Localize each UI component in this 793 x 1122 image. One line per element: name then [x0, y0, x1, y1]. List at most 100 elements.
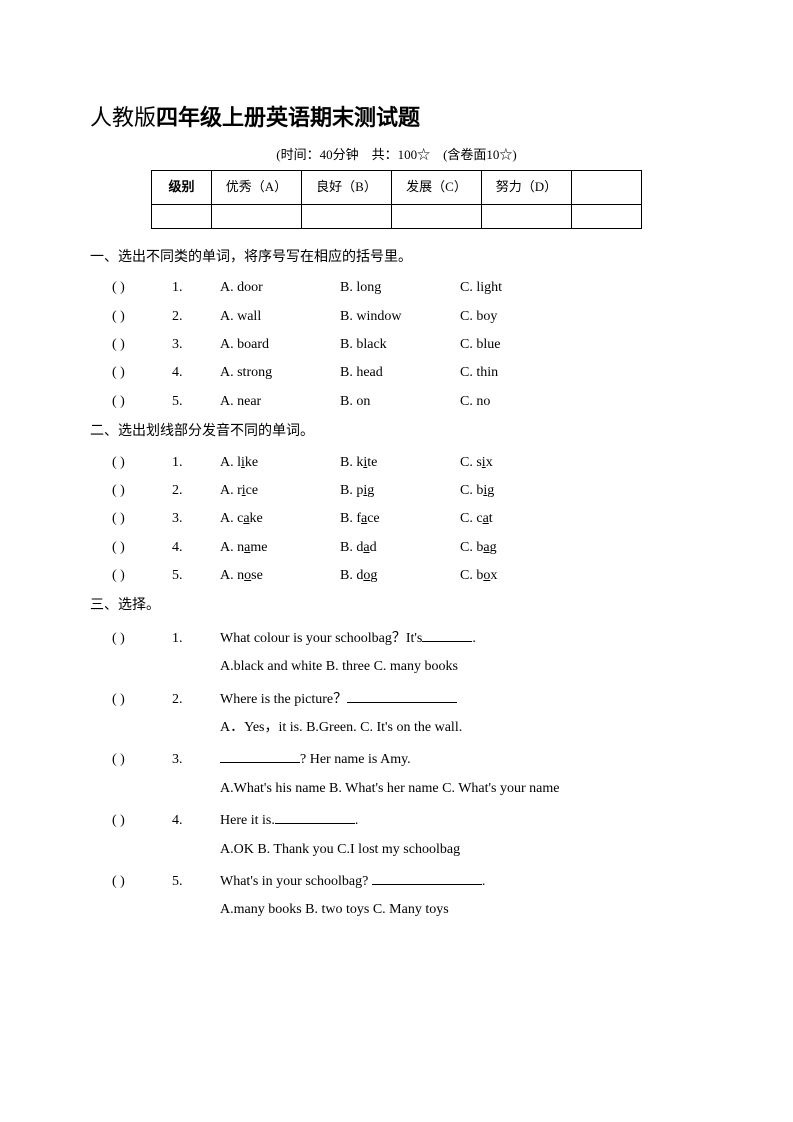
grade-table: 级别 优秀（A） 良好（B） 发展（C） 努力（D） [151, 170, 642, 229]
option-b: B. face [340, 508, 460, 530]
question-text: Where is the picture？ [220, 689, 457, 711]
fill-blank[interactable] [275, 810, 355, 824]
option-a: A. like [220, 452, 340, 474]
answer-paren[interactable]: ( ) [112, 537, 172, 559]
question-number: 4. [172, 537, 220, 559]
option-c: C. thin [460, 362, 580, 384]
option-c: C. no [460, 391, 580, 413]
answer-paren[interactable]: ( ) [112, 452, 172, 474]
grade-empty-cell [302, 204, 392, 228]
question-number: 3. [172, 749, 220, 771]
answer-paren[interactable]: ( ) [112, 565, 172, 587]
title-prefix: 人教版 [90, 105, 156, 130]
answer-paren[interactable]: ( ) [112, 628, 172, 650]
section-heading: 一、选出不同类的单词，将序号写在相应的括号里。 [90, 247, 703, 269]
option-c: C. big [460, 480, 580, 502]
question-number: 3. [172, 334, 220, 356]
options-line: A.What's his name B. What's her name C. … [220, 778, 703, 800]
question-row: ( )5.A. nearB. onC. no [112, 391, 703, 413]
option-b: B. kite [340, 452, 460, 474]
grade-empty-cell [572, 204, 642, 228]
mcq-item: ( )3.? Her name is Amy.A.What's his name… [112, 749, 703, 800]
question-number: 5. [172, 871, 220, 893]
option-b: B. on [340, 391, 460, 413]
answer-paren[interactable]: ( ) [112, 362, 172, 384]
mcq-item: ( )1.What colour is your schoolbag？It's.… [112, 628, 703, 679]
option-c: C. boy [460, 306, 580, 328]
answer-paren[interactable]: ( ) [112, 334, 172, 356]
question-number: 1. [172, 452, 220, 474]
answer-paren[interactable]: ( ) [112, 689, 172, 711]
option-c: C. light [460, 277, 580, 299]
answer-paren[interactable]: ( ) [112, 306, 172, 328]
option-a: A. rice [220, 480, 340, 502]
question-row: ( )3.A. boardB. blackC. blue [112, 334, 703, 356]
option-a: A. board [220, 334, 340, 356]
answer-paren[interactable]: ( ) [112, 871, 172, 893]
fill-blank[interactable] [220, 749, 300, 763]
answer-paren[interactable]: ( ) [112, 391, 172, 413]
option-b: B. long [340, 277, 460, 299]
grade-empty-cell [152, 204, 212, 228]
question-number: 1. [172, 628, 220, 650]
option-b: B. pig [340, 480, 460, 502]
question-row: ( )4.A. nameB. dadC. bag [112, 537, 703, 559]
option-b: B. dad [340, 537, 460, 559]
question-row: ( )1.A. doorB. longC. light [112, 277, 703, 299]
grade-header-cell: 发展（C） [392, 170, 482, 204]
option-a: A. wall [220, 306, 340, 328]
option-c: C. six [460, 452, 580, 474]
option-b: B. black [340, 334, 460, 356]
question-number: 4. [172, 810, 220, 832]
page-title: 人教版四年级上册英语期末测试题 [90, 100, 703, 135]
mcq-item: ( )5.What's in your schoolbag? . A.many b… [112, 871, 703, 922]
grade-empty-cell [392, 204, 482, 228]
grade-header-cell: 努力（D） [482, 170, 572, 204]
options-line: A.OK B. Thank you C.I lost my schoolbag [220, 839, 703, 861]
grade-header-cell: 级别 [152, 170, 212, 204]
grade-empty-cell [482, 204, 572, 228]
question-number: 2. [172, 480, 220, 502]
option-c: C. bag [460, 537, 580, 559]
question-row: ( )3.A. cakeB. faceC. cat [112, 508, 703, 530]
answer-paren[interactable]: ( ) [112, 508, 172, 530]
mcq-item: ( )2.Where is the picture？A．Yes，it is. B… [112, 689, 703, 740]
question-number: 5. [172, 391, 220, 413]
option-b: B. head [340, 362, 460, 384]
question-row: ( )2.A. riceB. pigC. big [112, 480, 703, 502]
fill-blank[interactable] [372, 871, 482, 885]
fill-blank[interactable] [347, 689, 457, 703]
table-row [152, 204, 642, 228]
question-row: ( )4.A. strongB. headC. thin [112, 362, 703, 384]
question-text: What colour is your schoolbag？It's. [220, 628, 476, 650]
mcq-item: ( )4. Here it is..A.OK B. Thank you C.I … [112, 810, 703, 861]
question-number: 2. [172, 689, 220, 711]
option-a: A. cake [220, 508, 340, 530]
options-line: A.many books B. two toys C. Many toys [220, 899, 703, 921]
question-row: ( )5.A. noseB. dogC. box [112, 565, 703, 587]
grade-empty-cell [212, 204, 302, 228]
grade-header-cell: 良好（B） [302, 170, 392, 204]
option-c: C. blue [460, 334, 580, 356]
question-number: 4. [172, 362, 220, 384]
answer-paren[interactable]: ( ) [112, 810, 172, 832]
option-a: A. nose [220, 565, 340, 587]
option-a: A. name [220, 537, 340, 559]
grade-header-cell [572, 170, 642, 204]
question-text: What's in your schoolbag? . [220, 871, 485, 893]
answer-paren[interactable]: ( ) [112, 480, 172, 502]
table-row: 级别 优秀（A） 良好（B） 发展（C） 努力（D） [152, 170, 642, 204]
question-row: ( )1.A. likeB. kiteC. six [112, 452, 703, 474]
option-b: B. window [340, 306, 460, 328]
question-number: 2. [172, 306, 220, 328]
options-line: A.black and white B. three C. many books [220, 656, 703, 678]
option-a: A. strong [220, 362, 340, 384]
title-main: 四年级上册英语期末测试题 [156, 105, 420, 130]
answer-paren[interactable]: ( ) [112, 749, 172, 771]
option-c: C. cat [460, 508, 580, 530]
subtitle: (时间：40分钟 共：100☆ (含卷面10☆) [90, 145, 703, 166]
option-c: C. box [460, 565, 580, 587]
fill-blank[interactable] [422, 628, 472, 642]
question-number: 1. [172, 277, 220, 299]
answer-paren[interactable]: ( ) [112, 277, 172, 299]
